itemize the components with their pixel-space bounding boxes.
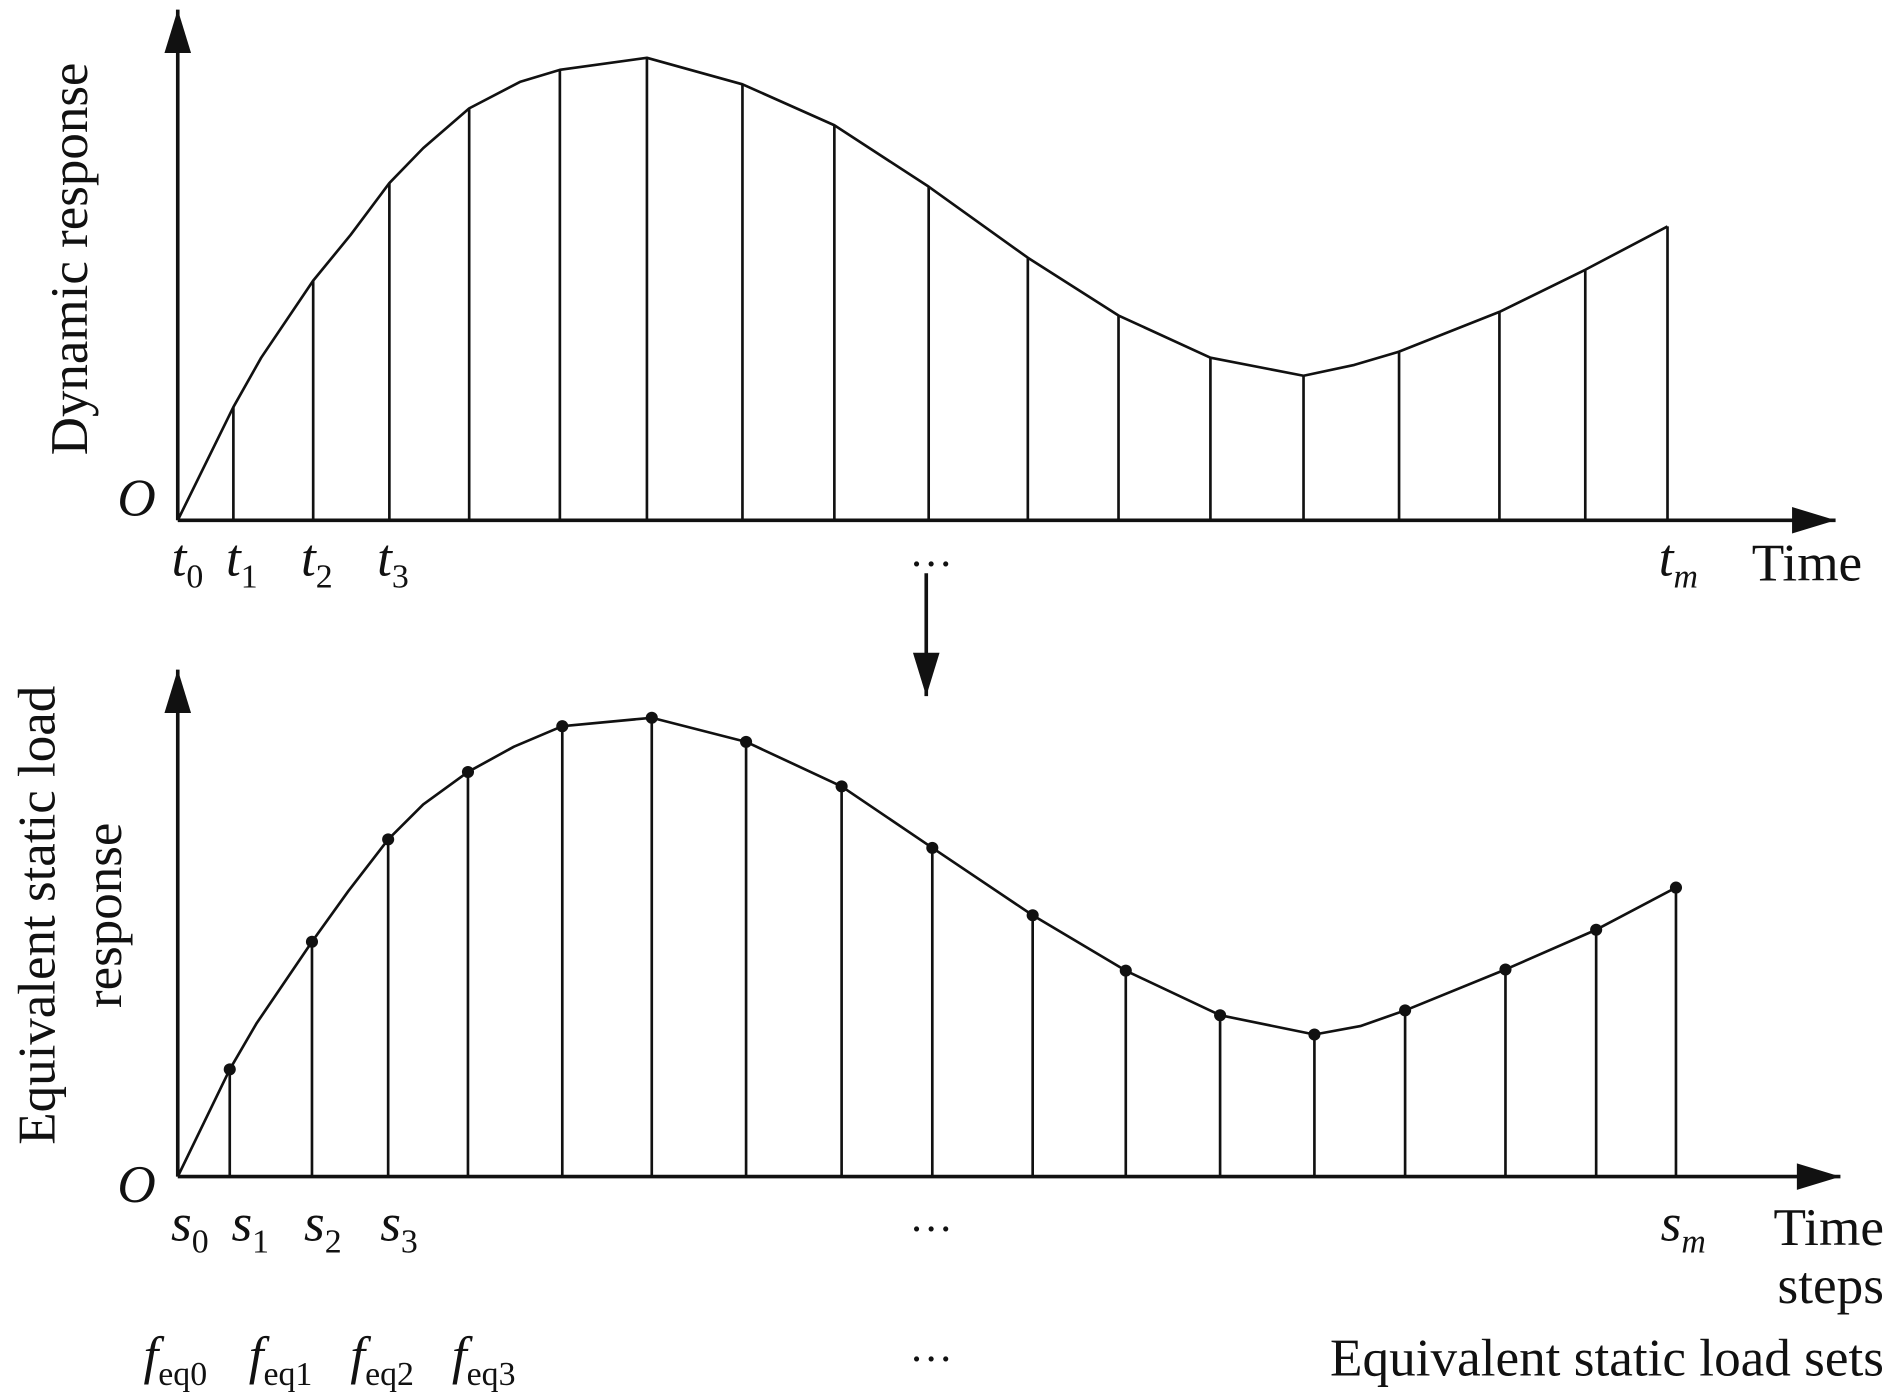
step-dot	[645, 711, 658, 724]
label-subscript: eq0	[158, 1356, 207, 1393]
label-base: t	[226, 530, 242, 588]
step-dot	[1119, 964, 1132, 977]
step-dot	[1214, 1009, 1227, 1022]
x-tick-label: s3	[380, 1195, 418, 1261]
y-axis-label: Equivalent static load	[8, 686, 66, 1145]
step-dot	[1669, 881, 1683, 894]
x-axis-head	[1792, 507, 1836, 534]
y-axis-label: response	[75, 823, 133, 1008]
label-subscript: 2	[316, 559, 333, 596]
x-tick-label: s1	[231, 1195, 269, 1261]
label-base: t	[172, 530, 188, 588]
label-subscript: m	[1674, 559, 1698, 596]
origin-label: O	[117, 470, 155, 528]
label-subscript: eq2	[365, 1356, 414, 1393]
step-dot	[1590, 923, 1603, 936]
response-curve	[176, 716, 1677, 1178]
step-dot	[926, 841, 939, 854]
x-tick-label: t2	[301, 530, 333, 596]
load-set-label: feq2	[350, 1327, 414, 1393]
label-base: t	[1659, 530, 1675, 588]
ellipsis: …	[909, 528, 953, 576]
load-sets-label: Equivalent static load sets	[1330, 1329, 1884, 1387]
label-base: s	[171, 1195, 192, 1253]
x-axis-label: Time	[1752, 535, 1862, 593]
step-dot	[1026, 909, 1039, 922]
label-subscript: 3	[401, 1224, 418, 1261]
x-tick-label: t1	[226, 530, 258, 596]
ellipsis: …	[909, 1193, 953, 1241]
x-tick-label: t3	[377, 530, 409, 596]
step-dot	[740, 735, 753, 748]
step-dot	[556, 720, 569, 733]
label-subscript: m	[1681, 1224, 1705, 1261]
load-set-label: feq3	[452, 1327, 516, 1393]
x-tick-label: tm	[1659, 530, 1698, 596]
label-base: s	[1661, 1195, 1682, 1253]
transform-arrow-head	[912, 652, 940, 697]
label-base: t	[377, 530, 393, 588]
label-subscript: eq1	[263, 1356, 312, 1393]
step-dot	[223, 1063, 236, 1076]
label-subscript: 3	[392, 559, 409, 596]
label-subscript: 2	[325, 1224, 342, 1261]
y-axis-head	[164, 669, 192, 713]
label-subscript: eq3	[467, 1356, 516, 1393]
x-axis-head	[1796, 1163, 1841, 1190]
y-axis-head	[164, 9, 192, 53]
load-set-label: feq0	[144, 1327, 208, 1393]
step-dot	[382, 833, 395, 846]
label-subscript: 0	[192, 1224, 209, 1261]
step-dot	[305, 935, 319, 948]
label-subscript: 1	[252, 1224, 269, 1261]
x-tick-label: t0	[172, 530, 204, 596]
step-dot	[1399, 1004, 1412, 1017]
step-dot	[1308, 1028, 1321, 1041]
drawing	[164, 9, 1841, 1190]
x-tick-label: sm	[1661, 1195, 1706, 1261]
label-base: t	[301, 530, 317, 588]
label-base: s	[304, 1195, 325, 1253]
x-tick-label: s2	[304, 1195, 342, 1261]
origin-label: O	[117, 1156, 155, 1214]
label-base: s	[231, 1195, 252, 1253]
step-dot	[835, 780, 848, 793]
label-subscript: 1	[241, 559, 258, 596]
label-subscript: 0	[186, 559, 203, 596]
x-tick-label: s0	[171, 1195, 209, 1261]
ellipsis: …	[909, 1323, 953, 1371]
x-axis-label: Time	[1774, 1199, 1884, 1257]
y-axis-label: Dynamic response	[41, 63, 99, 456]
label-base: s	[380, 1195, 401, 1253]
x-axis-label: steps	[1778, 1257, 1884, 1315]
step-dot	[461, 765, 475, 778]
response-curve	[176, 56, 1669, 521]
step-dot	[1499, 963, 1512, 976]
load-set-label: feq1	[249, 1327, 313, 1393]
